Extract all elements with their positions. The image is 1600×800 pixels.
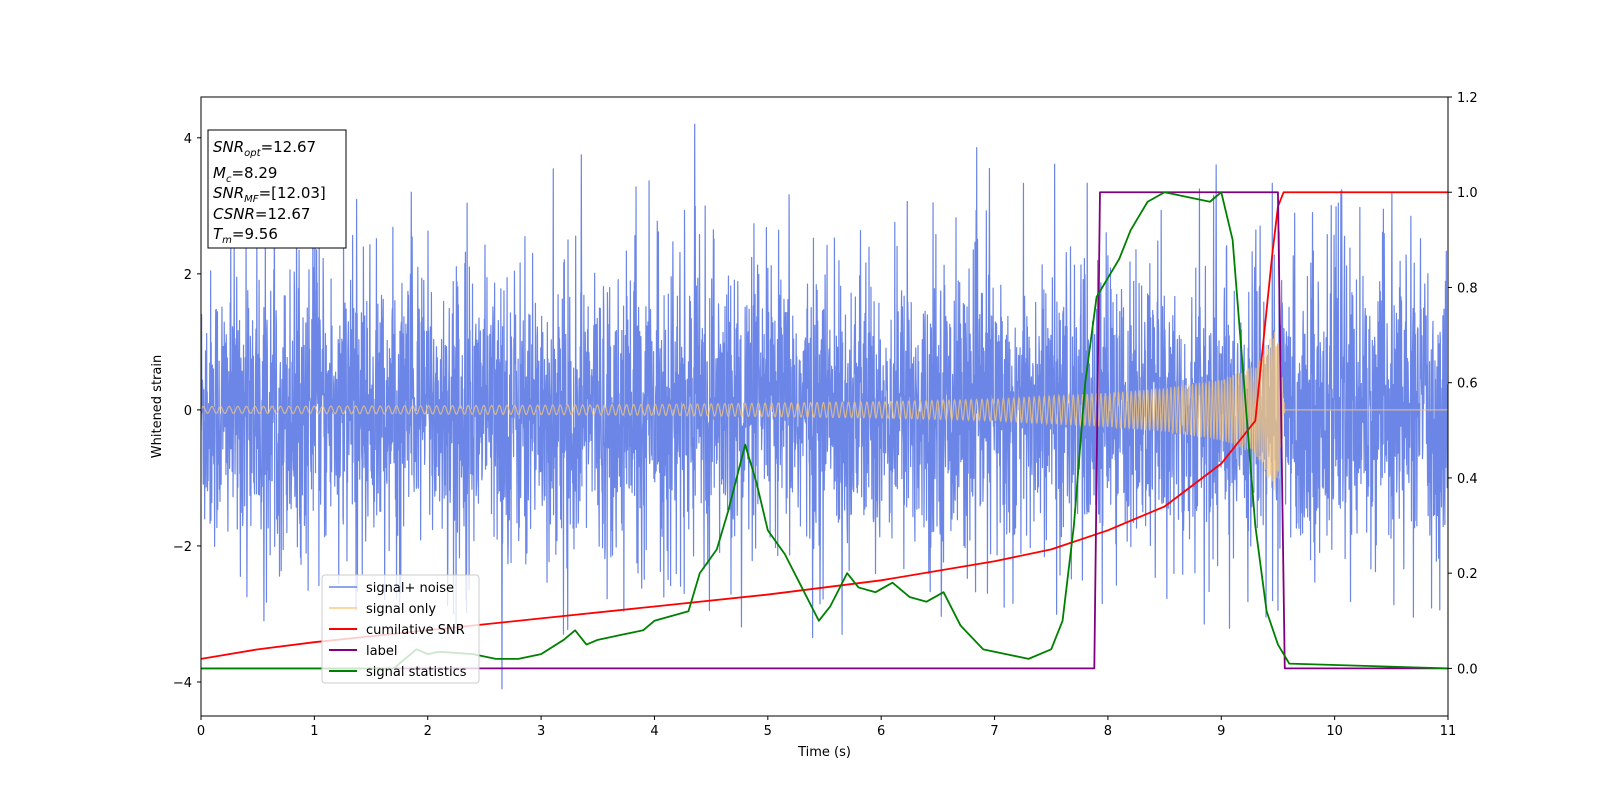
x-tick-label: 2 bbox=[424, 724, 432, 739]
x-axis: 0 1 2 3 4 5 6 7 8 9 10 11 bbox=[197, 716, 1456, 739]
info-value: =[12.03] bbox=[259, 184, 326, 202]
y2-tick-label: 0.2 bbox=[1457, 567, 1478, 582]
series-line-signal-statistics bbox=[201, 191, 1448, 670]
info-symbol: SNR bbox=[213, 138, 244, 156]
legend-label: label bbox=[366, 644, 397, 659]
legend-label: signal statistics bbox=[366, 665, 467, 680]
info-line: Tm=9.56 bbox=[213, 225, 278, 246]
info-line: CSNR=12.67 bbox=[213, 205, 310, 223]
info-value: =8.29 bbox=[231, 164, 277, 182]
x-tick-label: 11 bbox=[1440, 724, 1457, 739]
x-tick-label: 3 bbox=[537, 724, 545, 739]
axes-frame bbox=[200, 96, 1449, 717]
x-tick-label: 7 bbox=[990, 724, 998, 739]
x-tick-label: 10 bbox=[1326, 724, 1343, 739]
info-line: SNRopt=12.67 bbox=[213, 138, 316, 159]
y2-tick-label: 0.4 bbox=[1457, 472, 1478, 487]
y-tick-label: 2 bbox=[184, 268, 192, 283]
info-symbol: M bbox=[213, 164, 226, 182]
info-line: Mc=8.29 bbox=[213, 164, 277, 185]
series-line-label bbox=[201, 191, 1448, 670]
info-box: SNRopt=12.67Mc=8.29SNRMF=[12.03]CSNR=12.… bbox=[207, 129, 347, 249]
x-axis-title: Time (s) bbox=[797, 745, 851, 760]
info-symbol: T bbox=[213, 225, 224, 243]
x-tick-label: 1 bbox=[310, 724, 318, 739]
info-symbol: CSNR bbox=[213, 205, 255, 223]
info-box-frame bbox=[207, 129, 347, 249]
y-tick-label: −4 bbox=[173, 676, 192, 691]
legend: signal+ noise signal only cumilative SNR la… bbox=[321, 574, 480, 684]
info-line: SNRMF=[12.03] bbox=[213, 184, 326, 205]
x-tick-label: 4 bbox=[650, 724, 658, 739]
y-axis-left: −4 −2 0 2 4 bbox=[173, 132, 201, 691]
info-subscript: c bbox=[226, 174, 232, 185]
x-tick-label: 8 bbox=[1104, 724, 1112, 739]
info-value: =12.67 bbox=[255, 205, 311, 223]
y-tick-label: 4 bbox=[184, 132, 192, 147]
y-tick-label: 0 bbox=[184, 404, 192, 419]
y-axis-right: 0.0 0.2 0.4 0.6 0.8 1.0 1.2 bbox=[1448, 91, 1478, 677]
info-subscript: MF bbox=[244, 194, 259, 205]
legend-label: cumilative SNR bbox=[366, 623, 465, 638]
legend-label: signal only bbox=[366, 602, 436, 617]
y2-tick-label: 0.0 bbox=[1457, 662, 1478, 677]
x-tick-label: 6 bbox=[877, 724, 885, 739]
legend-frame bbox=[321, 574, 480, 684]
y-tick-label: −2 bbox=[173, 540, 192, 555]
y2-tick-label: 0.6 bbox=[1457, 377, 1478, 392]
info-value: =12.67 bbox=[261, 138, 317, 156]
y2-tick-label: 1.2 bbox=[1457, 91, 1478, 106]
y2-tick-label: 0.8 bbox=[1457, 281, 1478, 296]
info-subscript: m bbox=[222, 235, 232, 246]
series-line-signal-only bbox=[201, 331, 1448, 491]
y-axis-title: Whitened strain bbox=[150, 355, 165, 458]
x-tick-label: 5 bbox=[764, 724, 772, 739]
legend-label: signal+ noise bbox=[366, 581, 454, 596]
x-tick-label: 9 bbox=[1217, 724, 1225, 739]
info-symbol: SNR bbox=[213, 184, 244, 202]
x-tick-label: 0 bbox=[197, 724, 205, 739]
info-value: =9.56 bbox=[232, 225, 278, 243]
y2-tick-label: 1.0 bbox=[1457, 186, 1478, 201]
info-subscript: opt bbox=[244, 148, 261, 159]
